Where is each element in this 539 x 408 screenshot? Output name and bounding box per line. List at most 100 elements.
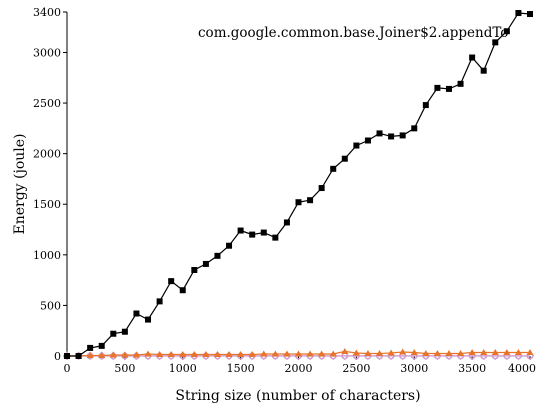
data-point-square: [202, 260, 209, 267]
data-point-triangle: [422, 349, 430, 356]
data-point-square: [353, 142, 360, 149]
data-point-triangle: [98, 351, 106, 358]
data-point-triangle: [433, 349, 441, 356]
data-point-triangle: [248, 350, 256, 357]
x-tick-label: 2000: [285, 362, 313, 375]
series-line-square: [67, 12, 531, 357]
data-point-square: [214, 252, 221, 259]
data-point-square: [191, 267, 198, 273]
data-point-triangle: [503, 348, 511, 355]
data-point-square: [64, 353, 70, 359]
chart-title: com.google.common.base.Joiner$2.appendTo: [198, 25, 508, 41]
data-point-square: [330, 165, 337, 172]
data-point-square: [364, 137, 371, 144]
x-tick-label: 500: [114, 362, 135, 375]
data-point-triangle: [526, 348, 534, 355]
data-point-square: [226, 242, 233, 249]
data-point-square: [411, 125, 418, 132]
data-point-square: [422, 102, 429, 109]
data-point-square: [307, 197, 314, 204]
data-point-triangle: [491, 348, 499, 355]
data-point-square: [249, 231, 256, 238]
data-point-triangle: [468, 348, 476, 355]
data-point-square: [457, 80, 464, 87]
data-point-triangle: [144, 350, 152, 357]
x-tick-label: 3500: [458, 362, 486, 375]
data-point-triangle: [364, 349, 372, 356]
data-point-triangle: [387, 349, 395, 356]
data-point-triangle: [202, 350, 210, 357]
data-point-square: [503, 28, 510, 35]
y-tick-label: 500: [40, 299, 61, 312]
data-point-triangle: [318, 350, 326, 357]
data-point-square: [283, 219, 290, 226]
data-point-square: [388, 133, 395, 140]
data-point-square: [98, 342, 105, 349]
data-point-triangle: [190, 350, 198, 357]
data-point-triangle: [329, 350, 337, 357]
data-point-square: [295, 199, 302, 206]
data-point-square: [168, 278, 175, 285]
y-tick-label: 2000: [33, 148, 61, 161]
data-point-triangle: [457, 349, 465, 356]
data-point-square: [110, 330, 117, 337]
data-point-triangle: [86, 351, 94, 358]
y-tick-label: 3000: [33, 46, 61, 59]
data-point-square: [445, 85, 452, 92]
x-tick-label: 0: [64, 362, 71, 375]
data-point-triangle: [225, 350, 233, 357]
data-point-triangle: [283, 350, 291, 357]
y-tick-label: 0: [54, 350, 61, 363]
data-point-square: [179, 287, 186, 294]
y-tick-label: 1000: [33, 249, 61, 262]
data-point-square: [156, 298, 163, 305]
data-point-square: [318, 185, 325, 192]
y-tick-label: 1500: [33, 198, 61, 211]
data-point-square: [480, 67, 487, 74]
data-point-square: [260, 229, 267, 236]
data-point-square: [87, 344, 94, 351]
x-tick-label: 4000: [508, 362, 536, 375]
data-point-triangle: [341, 347, 349, 354]
data-point-diamond: [85, 351, 95, 361]
x-tick-label: 1500: [227, 362, 255, 375]
data-point-triangle: [399, 348, 407, 355]
axis-ticks: 0 500 1000 1500 2000 2500 3000 3500 4000 0 500 1000…: [33, 6, 536, 375]
x-tick-label: 2500: [342, 362, 370, 375]
data-point-triangle: [295, 350, 302, 357]
data-point-triangle: [213, 350, 221, 357]
series-layer: [62, 10, 535, 361]
data-point-triangle: [306, 350, 314, 357]
data-point-square: [469, 54, 476, 61]
data-point-square: [145, 316, 152, 323]
x-tick-label: 3000: [400, 362, 428, 375]
data-point-triangle: [179, 350, 187, 357]
data-point-diamond: [398, 351, 407, 361]
data-point-square: [341, 155, 348, 162]
data-point-triangle: [352, 349, 360, 356]
data-point-triangle: [167, 350, 175, 357]
data-point-square: [434, 84, 441, 91]
data-point-triangle: [376, 349, 384, 356]
data-point-triangle: [132, 351, 140, 358]
data-point-diamond: [97, 351, 107, 361]
data-point-triangle: [109, 351, 117, 358]
y-tick-label: 2500: [33, 97, 61, 110]
y-tick-label: 3400: [33, 6, 61, 19]
data-point-square: [272, 234, 279, 241]
data-point-triangle: [156, 350, 164, 357]
data-point-diamond: [340, 351, 350, 361]
series-square: [64, 10, 533, 359]
data-point-square: [515, 10, 522, 17]
data-point-triangle: [121, 351, 129, 358]
data-point-square: [121, 328, 128, 335]
data-point-triangle: [237, 350, 245, 357]
data-point-square: [237, 227, 244, 234]
data-point-triangle: [514, 348, 522, 355]
x-axis-title: String size (number of characters): [175, 388, 420, 404]
data-point-square: [527, 11, 533, 18]
data-point-triangle: [445, 349, 453, 356]
data-point-square: [75, 353, 82, 359]
data-point-triangle: [271, 350, 279, 357]
